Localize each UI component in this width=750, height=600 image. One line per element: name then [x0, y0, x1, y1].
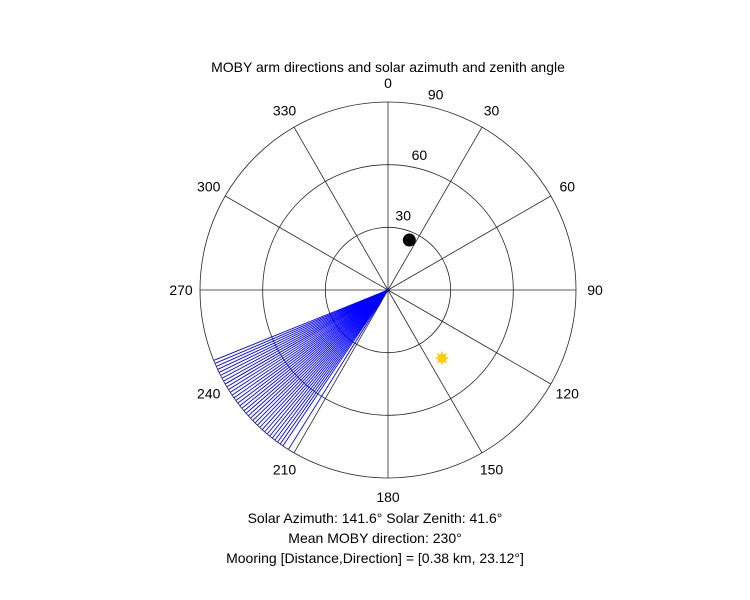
- solar-caption: Solar Azimuth: 141.6° Solar Zenith: 41.6…: [247, 510, 503, 526]
- angular-grid-spoke: [387, 126, 483, 291]
- arm-direction-line: [228, 289, 389, 391]
- theta-tick-label: 90: [587, 282, 603, 298]
- angular-grid-spoke: [293, 289, 389, 454]
- angular-grid-spoke: [387, 289, 552, 385]
- arm-direction-line: [223, 289, 389, 382]
- arm-direction-line: [243, 289, 389, 412]
- theta-tick-label: 240: [197, 386, 221, 402]
- arm-direction-line: [230, 289, 389, 393]
- arm-direction-line: [252, 289, 389, 421]
- arm-direction-line: [237, 289, 389, 404]
- theta-tick-label: 210: [273, 461, 297, 477]
- arm-direction-line: [226, 289, 389, 388]
- arm-direction-line: [224, 289, 389, 385]
- arm-direction-line: [259, 289, 389, 428]
- arm-direction-line: [231, 289, 389, 396]
- arm-direction-line: [261, 289, 389, 431]
- arm-direction-line: [257, 289, 389, 426]
- theta-tick-label: 30: [484, 103, 500, 119]
- arm-direction-line: [264, 289, 389, 433]
- angular-grid-spoke: [387, 289, 483, 454]
- arm-direction-line: [247, 289, 389, 417]
- angular-grid-spoke: [224, 195, 389, 291]
- angular-grid-spoke: [387, 195, 552, 291]
- theta-tick-label: 150: [480, 461, 504, 477]
- theta-tick-label: 0: [384, 75, 392, 91]
- chart-title: MOBY arm directions and solar azimuth an…: [211, 59, 565, 75]
- arm-direction-line: [282, 289, 389, 447]
- mooring-marker: [402, 233, 416, 247]
- theta-tick-label: 300: [197, 179, 221, 195]
- theta-tick-label: 60: [559, 179, 575, 195]
- arm-direction-line: [269, 289, 389, 437]
- arm-direction-line: [254, 289, 389, 424]
- arm-direction-line: [277, 289, 389, 443]
- arm-direction-line: [216, 289, 389, 367]
- arm-direction-line: [218, 289, 389, 373]
- theta-tick-label: 180: [376, 489, 400, 505]
- arm-direction-line: [214, 289, 389, 364]
- arm-direction-line: [213, 289, 389, 361]
- mooring-caption: Mooring [Distance,Direction] = [0.38 km,…: [226, 550, 524, 566]
- r-tick-label: 90: [428, 86, 444, 102]
- arm-direction-line: [241, 289, 389, 409]
- mean-direction-caption: Mean MOBY direction: 230°: [288, 530, 462, 546]
- arm-direction-line: [279, 289, 389, 445]
- arm-direction-lines: [213, 289, 389, 450]
- arm-direction-line: [287, 289, 389, 450]
- arm-direction-line: [266, 289, 389, 435]
- arm-direction-line: [220, 289, 389, 376]
- arm-direction-line: [233, 289, 389, 399]
- angular-grid-spoke: [293, 126, 389, 291]
- sun-marker: [435, 351, 449, 365]
- arm-direction-line: [235, 289, 389, 401]
- markers: [402, 233, 449, 365]
- r-tick-label: 60: [412, 147, 428, 163]
- r-tick-label: 30: [395, 207, 411, 223]
- arm-direction-line: [250, 289, 389, 419]
- arm-direction-line: [274, 289, 389, 441]
- arm-direction-line: [271, 289, 389, 439]
- arm-direction-line: [221, 289, 389, 379]
- theta-tick-label: 270: [169, 282, 193, 298]
- arm-direction-line: [245, 289, 389, 414]
- theta-tick-label: 120: [556, 386, 580, 402]
- arm-direction-line: [239, 289, 389, 407]
- tick-labels: 0 30 60 90 120 150 180 210 240 270 300 330 30 60 90: [169, 75, 603, 505]
- theta-tick-label: 330: [273, 103, 297, 119]
- arm-direction-line: [217, 289, 389, 370]
